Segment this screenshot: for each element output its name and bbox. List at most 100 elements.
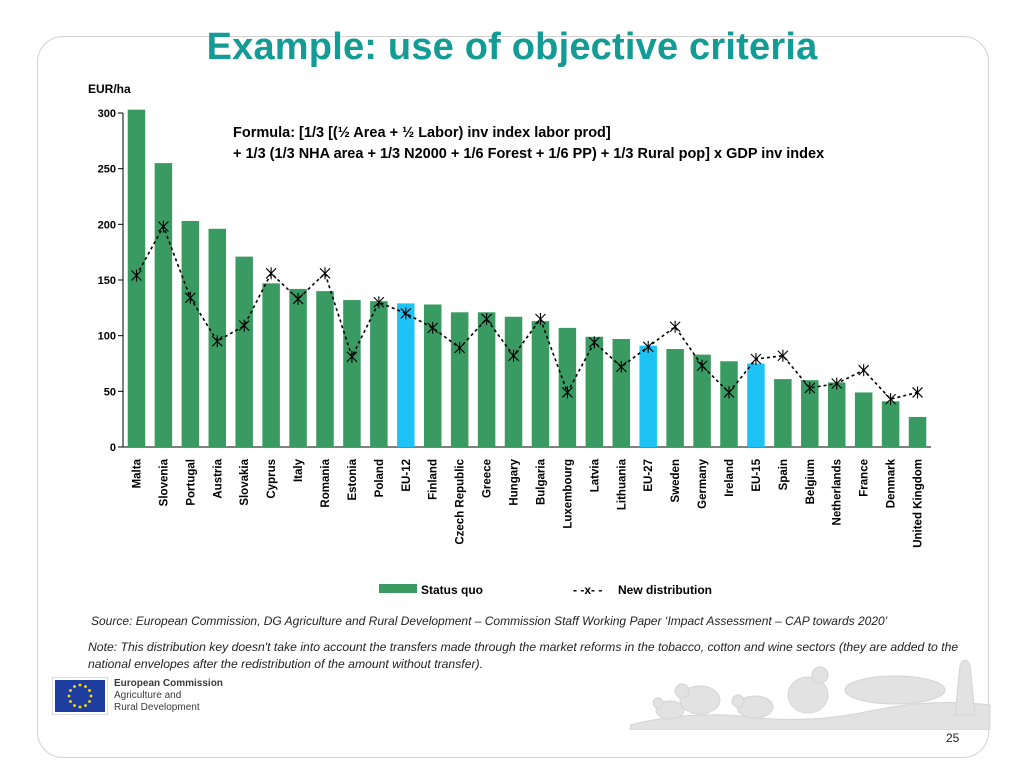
- x-tick-label-luxembourg: Luxembourg: [562, 459, 574, 529]
- new-distribution-point-ireland: [723, 386, 735, 399]
- bar-portugal: [181, 220, 200, 447]
- new-distribution-point-latvia: [588, 336, 600, 349]
- x-tick-label-estonia: Estonia: [347, 458, 359, 500]
- ec-name: European Commission: [114, 678, 223, 689]
- x-tick-label-france: France: [859, 459, 871, 497]
- x-tick-label-poland: Poland: [374, 459, 386, 497]
- x-tick-label-ireland: Ireland: [724, 459, 736, 497]
- page-number: 25: [946, 731, 960, 745]
- ec-logo-text: European Commission Agriculture and Rura…: [114, 678, 223, 714]
- x-tick-label-denmark: Denmark: [886, 458, 898, 508]
- eu-star-icon: [73, 704, 76, 707]
- bar-france: [854, 392, 873, 447]
- bar-spain: [774, 379, 792, 447]
- legend-status-quo-label: Status quo: [421, 583, 483, 597]
- new-distribution-point-sweden: [669, 320, 681, 333]
- new-distribution-point-finland: [427, 321, 439, 334]
- bar-cyprus: [262, 283, 280, 447]
- x-tick-label-romania: Romania: [320, 458, 332, 507]
- bar-estonia: [343, 300, 361, 447]
- x-tick-label-finland: Finland: [428, 459, 440, 500]
- x-tick-label-austria: Austria: [212, 458, 224, 498]
- y-tick-label: 250: [98, 164, 116, 176]
- bar-lithuania: [612, 339, 631, 447]
- bar-netherlands: [827, 382, 846, 447]
- new-distribution-point-germany: [696, 359, 708, 372]
- formula-line-1: Formula: [1/3 [(½ Area + ½ Labor) inv in…: [233, 125, 611, 141]
- bar-italy: [289, 288, 307, 447]
- new-distribution-series: [131, 220, 923, 406]
- new-distribution-point-eu-27: [642, 340, 654, 353]
- eu-star-icon: [78, 705, 82, 709]
- bar-bulgaria: [531, 321, 550, 447]
- x-tick-label-czech-republic: Czech Republic: [455, 458, 467, 544]
- new-distribution-point-united-kingdom: [912, 386, 923, 399]
- y-tick-label: 300: [98, 108, 116, 120]
- new-distribution-point-netherlands: [831, 377, 843, 390]
- source-note: Source: European Commission, DG Agricult…: [91, 614, 888, 628]
- bar-slovakia: [235, 256, 253, 447]
- new-distribution-point-austria: [211, 335, 223, 348]
- bar-slovenia: [154, 163, 173, 447]
- new-distribution-point-slovakia: [238, 319, 250, 332]
- x-tick-label-spain: Spain: [778, 459, 790, 490]
- x-tick-label-netherlands: Netherlands: [832, 459, 844, 525]
- farm-animals-illustration: [630, 659, 991, 730]
- eu-star-icon: [78, 683, 82, 687]
- x-tick-label-slovakia: Slovakia: [239, 458, 251, 505]
- new-distribution-point-bulgaria: [535, 312, 546, 325]
- new-distribution-point-malta: [131, 269, 142, 282]
- x-tick-label-italy: Italy: [293, 458, 305, 482]
- new-distribution-point-denmark: [885, 393, 896, 406]
- bar-czech-republic: [450, 312, 469, 447]
- y-tick-label: 100: [98, 331, 116, 343]
- footnote: Note: This distribution key doesn't take…: [88, 640, 959, 671]
- bar-finland: [423, 304, 442, 447]
- formula-box: Formula: [1/3 [(½ Area + ½ Labor) inv in…: [233, 125, 824, 162]
- new-distribution-point-cyprus: [265, 267, 277, 280]
- eu-star-icon: [69, 689, 72, 692]
- legend-new-distribution-swatch: - -x- -: [573, 583, 602, 597]
- bar-sweden: [666, 349, 684, 447]
- new-distribution-point-hungary: [508, 349, 519, 362]
- eu-star-icon: [89, 694, 93, 698]
- x-tick-labels: Malta Slovenia Portugal Austria Slovakia Cypr…: [131, 458, 924, 547]
- new-distribution-point-estonia: [346, 350, 358, 363]
- new-distribution-point-luxembourg: [562, 386, 573, 399]
- new-distribution-point-lithuania: [615, 360, 627, 373]
- bar-eu-12: [397, 303, 415, 447]
- bar-denmark: [881, 401, 900, 447]
- new-distribution-point-poland: [373, 296, 385, 309]
- x-tick-label-germany: Germany: [697, 458, 709, 508]
- x-tick-label-latvia: Latvia: [589, 458, 601, 492]
- legend-status-quo-swatch: [379, 584, 417, 593]
- bar-eu-15: [747, 363, 765, 447]
- x-tick-label-bulgaria: Bulgaria: [535, 458, 547, 505]
- x-tick-label-united-kingdom: United Kingdom: [913, 459, 925, 548]
- bar-united-kingdom: [908, 416, 927, 447]
- y-axis-label: EUR/ha: [88, 82, 131, 96]
- y-tick-label: 200: [98, 219, 116, 231]
- x-tick-label-portugal: Portugal: [185, 459, 197, 506]
- x-tick-label-lithuania: Lithuania: [616, 458, 628, 510]
- slide-title: Example: use of objective criteria: [206, 26, 818, 68]
- new-distribution-point-eu-15: [750, 353, 762, 366]
- x-tick-label-malta: Malta: [131, 458, 143, 488]
- x-tick-label-hungary: Hungary: [509, 458, 521, 505]
- eu-star-icon: [84, 704, 87, 707]
- bar-ireland: [720, 361, 738, 447]
- bar-belgium: [801, 380, 819, 447]
- y-tick-label: 50: [104, 386, 116, 398]
- new-distribution-point-czech-republic: [454, 341, 466, 354]
- eu-star-icon: [84, 685, 87, 688]
- new-distribution-line: [135, 224, 918, 401]
- x-tick-label-sweden: Sweden: [670, 459, 682, 502]
- eu-star-icon: [88, 700, 91, 703]
- x-tick-label-eu-15: EU-15: [751, 458, 763, 491]
- x-tick-label-eu-27: EU-27: [643, 459, 655, 492]
- y-tick-label: 150: [98, 275, 116, 287]
- bar-eu-27: [639, 345, 657, 447]
- eu-flag-icon: [52, 677, 108, 715]
- eu-star-icon: [73, 685, 76, 688]
- x-tick-label-slovenia: Slovenia: [158, 458, 170, 506]
